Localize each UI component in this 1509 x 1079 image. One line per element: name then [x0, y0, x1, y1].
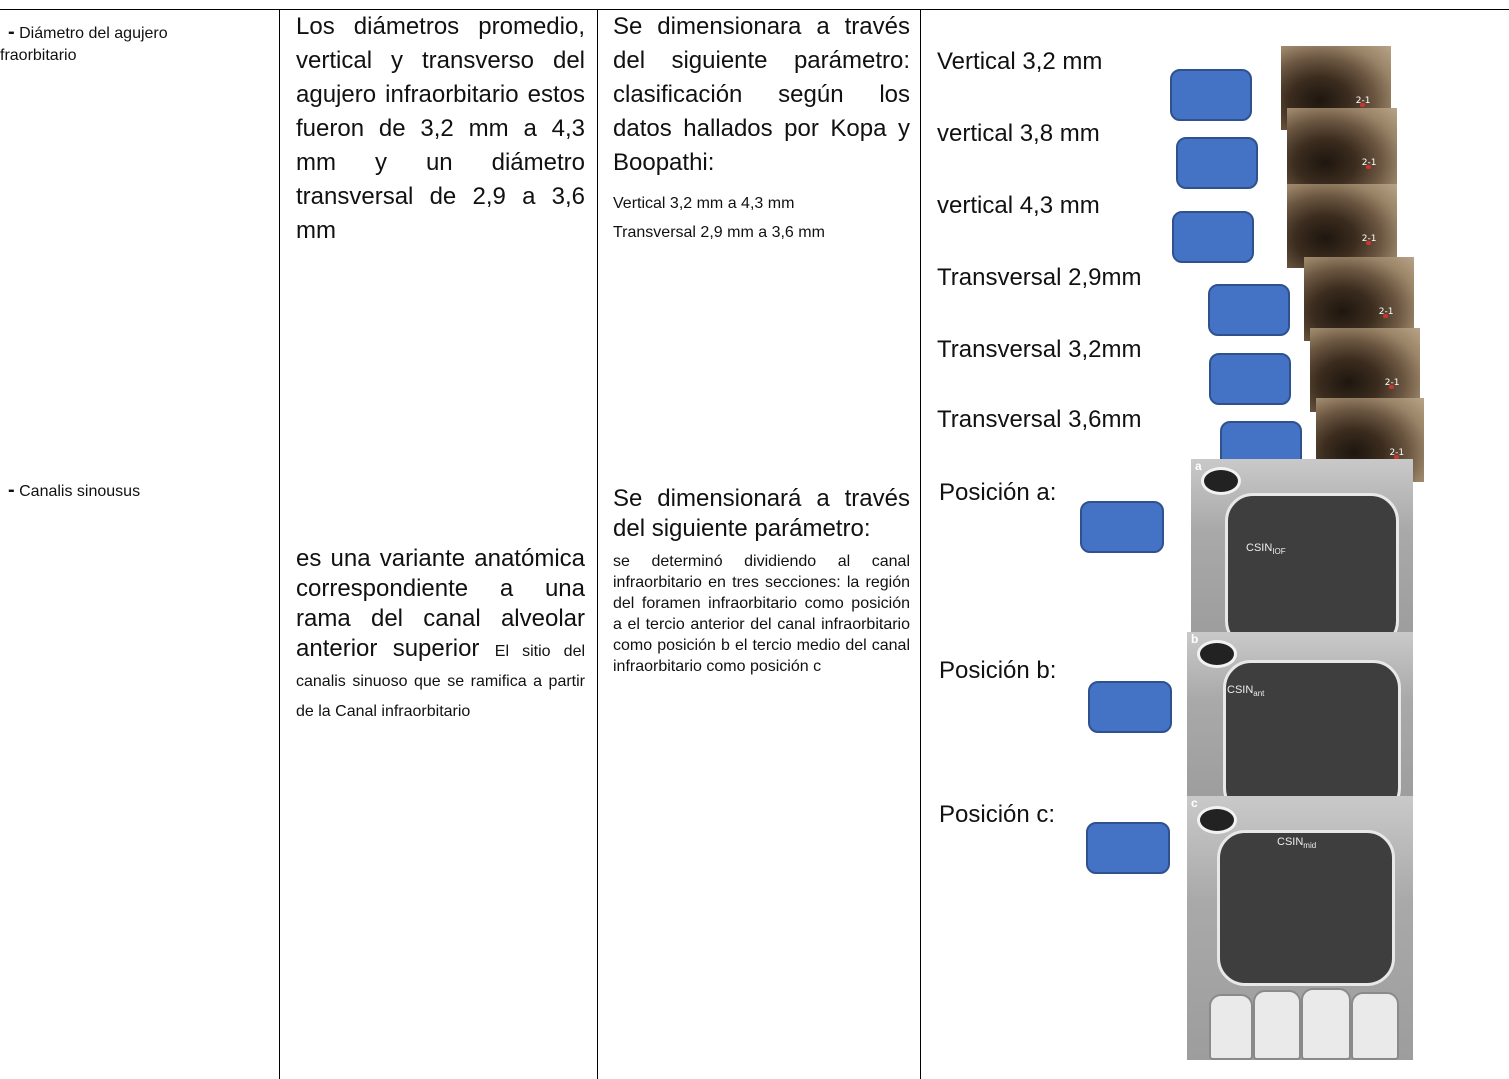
ct-label-sub: mid — [1303, 841, 1317, 851]
measure-transversal-3: Transversal 3,6mm — [937, 406, 1142, 433]
row1-dash: - — [8, 21, 15, 43]
measure-transversal-1-button[interactable] — [1208, 284, 1290, 336]
measure-vertical-2: vertical 3,8 mm — [937, 120, 1100, 147]
row2-definition: es una variante anatómica correspondient… — [296, 544, 585, 724]
ct-scan-position-c: c CSINmid — [1187, 796, 1413, 1060]
marker-dot — [1366, 241, 1372, 246]
position-c-label: Posición c: — [939, 801, 1056, 828]
photo-marker: 2-1 — [1389, 448, 1405, 459]
photo-marker: 2-1 — [1378, 307, 1394, 318]
marker-dot — [1366, 165, 1372, 170]
measure-vertical-1-button[interactable] — [1170, 69, 1252, 121]
table-top-border — [0, 9, 1509, 10]
row1-label-continuation: fraorbitario — [0, 47, 77, 64]
row2-definition-small: El sitio del canalis sinuoso que se rami… — [296, 643, 586, 720]
row1-definition: Los diámetros promedio, vertical y trans… — [296, 13, 585, 244]
canal-outline — [1197, 640, 1237, 668]
row1-parameter: Se dimensionara a través del siguiente p… — [613, 13, 910, 176]
photo-marker: 2-1 — [1361, 234, 1377, 245]
ct-label-main: CSIN — [1277, 836, 1304, 848]
column-divider-1 — [279, 9, 280, 1079]
foramen-photo-3: 2-1 — [1287, 184, 1397, 268]
foramen-photo-4: 2-1 — [1304, 257, 1414, 341]
canal-outline — [1201, 467, 1241, 495]
row2-parameter-detail: se determinó dividiendo al canal infraor… — [613, 553, 910, 675]
ct-label-main: CSIN — [1227, 684, 1254, 696]
photo-marker: 2-1 — [1384, 378, 1400, 389]
photo-marker: 2-1 — [1355, 96, 1371, 107]
ct-label-main: CSIN — [1246, 542, 1273, 554]
measure-transversal-1: Transversal 2,9mm — [937, 264, 1142, 291]
ct-letter: a — [1195, 459, 1202, 473]
sinus-cavity — [1217, 830, 1395, 986]
row2-definition-large: es una variante anatómica correspondient… — [296, 545, 585, 662]
ct-scan-position-a: a CSINIOF — [1191, 459, 1413, 637]
ct-label-sub: IOF — [1272, 547, 1286, 557]
tooth — [1351, 992, 1399, 1060]
ct-label-sub: ant — [1253, 689, 1265, 699]
measure-vertical-3-button[interactable] — [1172, 211, 1254, 263]
marker-dot — [1389, 385, 1395, 390]
canal-outline — [1197, 806, 1237, 834]
position-a-button[interactable] — [1080, 501, 1164, 553]
ct-letter: b — [1191, 632, 1199, 646]
row2-label-text: Canalis sinousus — [19, 483, 141, 500]
ct-scan-position-b: b CSINant — [1187, 632, 1413, 802]
column-divider-2 — [597, 9, 598, 1079]
measure-transversal-2-button[interactable] — [1209, 353, 1291, 405]
measure-vertical-2-button[interactable] — [1176, 137, 1258, 189]
ct-label: CSINmid — [1277, 836, 1316, 850]
marker-dot — [1360, 103, 1366, 108]
sinus-cavity — [1223, 660, 1401, 802]
measure-vertical-3: vertical 4,3 mm — [937, 192, 1100, 219]
marker-dot — [1393, 455, 1399, 460]
position-b-button[interactable] — [1088, 681, 1172, 733]
measure-transversal-2: Transversal 3,2mm — [937, 336, 1142, 363]
tooth — [1209, 994, 1253, 1060]
foramen-photo-2: 2-1 — [1287, 108, 1397, 192]
ct-letter: c — [1191, 796, 1198, 810]
sinus-cavity — [1225, 493, 1399, 637]
row1-label: - Diámetro del agujero — [8, 22, 273, 44]
row2-parameter-title: Se dimensionará a través del siguiente p… — [613, 485, 910, 542]
row1-parameter-vertical: Vertical 3,2 mm a 4,3 mm — [613, 195, 795, 212]
row2-label: - Canalis sinousus — [8, 480, 273, 502]
position-a-label: Posición a: — [939, 479, 1057, 506]
photo-marker: 2-1 — [1361, 158, 1377, 169]
measure-vertical-1: Vertical 3,2 mm — [937, 48, 1103, 75]
position-b-label: Posición b: — [939, 657, 1057, 684]
ct-label: CSINIOF — [1246, 542, 1286, 556]
row2-dash: - — [8, 479, 15, 501]
column-divider-3 — [920, 9, 921, 1079]
marker-dot — [1383, 314, 1389, 319]
tooth — [1301, 988, 1351, 1060]
tooth — [1253, 990, 1301, 1060]
row1-label-text: Diámetro del agujero — [19, 25, 168, 42]
ct-label: CSINant — [1227, 684, 1264, 698]
position-c-button[interactable] — [1086, 822, 1170, 874]
row1-parameter-transversal: Transversal 2,9 mm a 3,6 mm — [613, 224, 825, 241]
